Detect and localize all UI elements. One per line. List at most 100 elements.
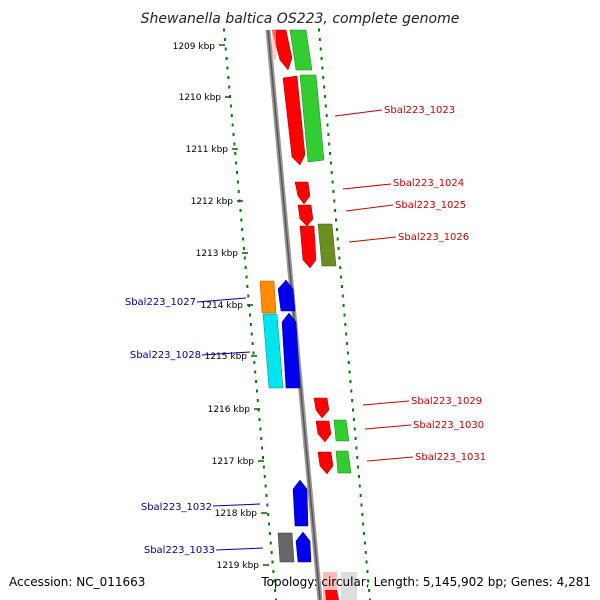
gene-arrow	[317, 451, 334, 475]
track-dot	[241, 228, 244, 231]
forward-genes	[271, 29, 357, 600]
track-dot	[234, 152, 237, 155]
left-leaders	[196, 297, 264, 551]
track-dot	[242, 237, 245, 241]
track-dot	[345, 332, 348, 336]
genome-title: Shewanella baltica OS223, complete genom…	[141, 11, 460, 27]
track-dot	[235, 161, 238, 165]
track-dot	[271, 560, 274, 564]
gene-arrow	[259, 280, 277, 314]
track-dot	[362, 522, 365, 526]
kbp-label: 1217 kbp	[212, 457, 255, 467]
track-dot	[257, 408, 260, 412]
track-dot	[351, 399, 354, 402]
track-dot	[231, 123, 234, 127]
track-dot	[270, 551, 273, 554]
gene-label[interactable]: Sbal223_1026	[398, 232, 469, 243]
track-dot	[266, 503, 269, 507]
track-dot	[357, 465, 360, 469]
track-dot	[322, 76, 325, 79]
track-dot	[318, 38, 321, 41]
track-dot	[226, 66, 229, 70]
track-dot	[368, 589, 371, 592]
gene-label[interactable]: Sbal223_1032	[141, 502, 212, 513]
track-dot	[255, 380, 258, 383]
track-dot	[332, 190, 335, 193]
track-dot	[239, 209, 242, 212]
track-dot	[348, 370, 351, 374]
track-dot	[364, 551, 367, 554]
gene-label[interactable]: Sbal223_1030	[413, 420, 484, 431]
track-dot	[324, 104, 327, 108]
gene-label[interactable]: Sbal223_1029	[411, 396, 482, 407]
track-dot	[323, 95, 326, 98]
track-dot	[255, 389, 258, 393]
track-dot	[240, 218, 243, 222]
track-dot	[340, 285, 343, 288]
track-dot	[268, 532, 271, 535]
track-dot	[355, 446, 358, 450]
track-dot	[230, 114, 233, 117]
track-dot	[327, 133, 330, 136]
track-dot	[360, 503, 363, 507]
track-dot	[275, 598, 277, 600]
track-dot	[229, 104, 232, 108]
kbp-label: 1213 kbp	[196, 249, 239, 259]
track-dot	[259, 427, 262, 431]
track-dot	[342, 304, 345, 307]
gene-arrow	[299, 74, 325, 163]
track-dot	[236, 171, 238, 174]
gene-arrow	[317, 223, 337, 267]
track-dot	[365, 560, 368, 564]
gene-label[interactable]: Sbal223_1024	[393, 178, 464, 189]
gene-arrow	[262, 313, 284, 389]
gene-label[interactable]: Sbal223_1031	[415, 452, 486, 463]
kbp-label: 1219 kbp	[217, 561, 260, 571]
track-dot	[366, 570, 369, 573]
track-dot	[363, 532, 366, 535]
gene-arrow	[277, 279, 296, 312]
track-dot	[369, 598, 371, 600]
track-dot	[225, 57, 228, 60]
gene-label[interactable]: Sbal223_1023	[384, 105, 455, 116]
kbp-label: 1214 kbp	[201, 301, 244, 311]
track-dot	[262, 456, 264, 459]
track-dot	[356, 456, 359, 459]
track-dot	[341, 294, 344, 298]
track-dot	[346, 351, 349, 355]
track-dot	[261, 446, 264, 450]
track-dot	[358, 484, 361, 488]
track-dot	[274, 589, 277, 592]
track-dot	[367, 579, 370, 583]
gene-label[interactable]: Sbal223_1027	[125, 297, 196, 308]
track-dot	[346, 342, 349, 345]
track-dot	[319, 47, 322, 51]
gene-arrow	[292, 479, 309, 527]
track-dot	[243, 256, 246, 260]
reverse-genes	[259, 279, 312, 563]
track-dot	[245, 275, 248, 279]
kbp-label: 1210 kbp	[179, 93, 222, 103]
track-dot	[237, 190, 240, 193]
track-dot	[330, 171, 333, 174]
track-dot	[354, 437, 357, 440]
track-dot	[328, 142, 331, 146]
track-dot	[321, 66, 324, 70]
track-dot	[320, 57, 323, 60]
track-dot	[242, 247, 245, 250]
gene-label[interactable]: Sbal223_1028	[130, 350, 201, 361]
gene-arrow	[299, 225, 317, 269]
gene-label[interactable]: Sbal223_1033	[144, 545, 215, 556]
track-dot	[361, 513, 364, 516]
topology-text: Topology: circular; Length: 5,145,902 bp…	[260, 575, 591, 589]
track-dot	[336, 237, 339, 241]
gene-label[interactable]: Sbal223_1025	[395, 200, 466, 211]
gene-arrow	[281, 312, 301, 389]
track-dot	[343, 313, 346, 317]
track-dot	[223, 38, 226, 41]
gene-arrow	[297, 204, 314, 227]
track-dot	[253, 361, 256, 364]
track-dot	[338, 256, 341, 260]
track-dot	[251, 342, 254, 345]
